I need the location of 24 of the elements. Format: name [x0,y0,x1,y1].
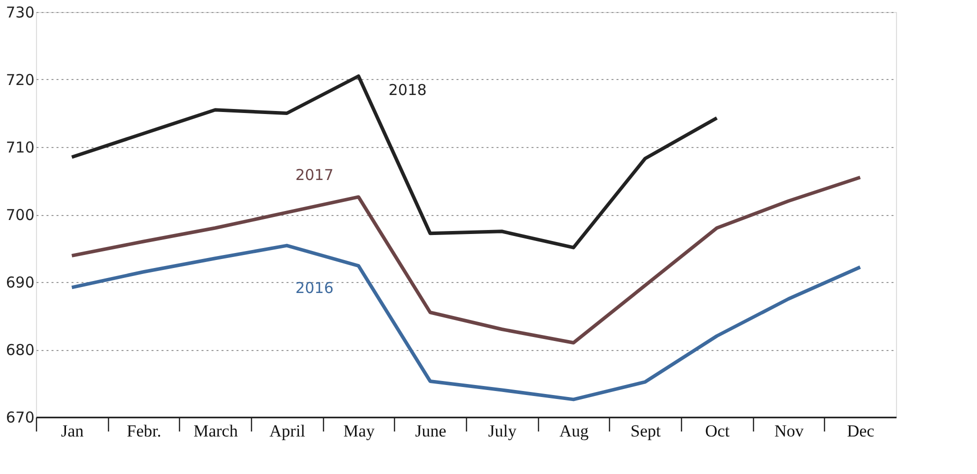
y-tick-label: 700 [6,206,34,224]
line-series [70,74,719,250]
line-series [70,244,862,402]
y-tick-label: 680 [6,341,34,359]
y-tick-label: 690 [6,274,34,292]
x-tick-label: Dec [846,422,875,440]
x-tick-label: Aug [559,422,590,440]
x-tick-label: June [415,422,446,440]
x-tick-label: April [269,422,306,440]
x-tick-label: Oct [705,422,730,440]
y-tick-label: 730 [6,4,34,22]
y-tick-label: 720 [6,71,34,89]
x-tick-label: Nov [774,422,804,440]
series-label: 2017 [295,166,334,184]
y-tick-label: 710 [6,138,34,156]
series-label: 2018 [388,81,427,100]
x-tick-label: Sept [630,422,662,440]
y-tick-label: 670 [6,408,34,426]
x-tick-label: March [193,422,238,440]
x-tick-label: July [488,422,517,440]
series-label: 2016 [295,278,334,297]
x-tick-label: May [343,422,376,440]
x-tick-label: Febr. [126,422,162,440]
x-tick-label: Jan [60,422,84,440]
